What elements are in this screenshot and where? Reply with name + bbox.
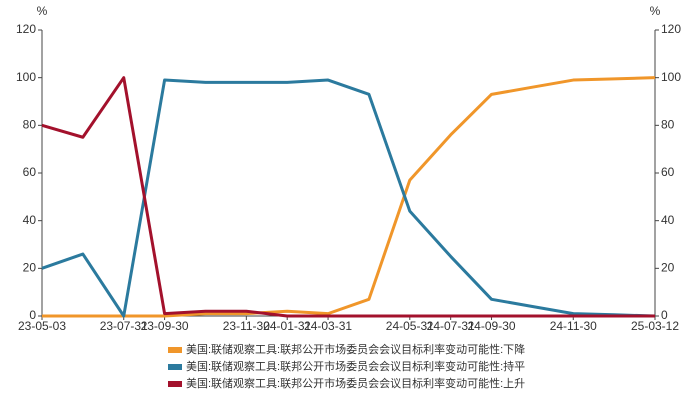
y-tick-label: 40 <box>23 213 37 227</box>
x-tick-label: 23-05-03 <box>18 319 66 333</box>
y-tick-label: 20 <box>23 261 37 275</box>
x-tick-label: 25-03-12 <box>631 319 679 333</box>
series-line <box>41 76 655 318</box>
y2-tick-label: 20 <box>661 261 675 275</box>
y2-tick-label: 60 <box>661 165 675 179</box>
y-unit: % <box>37 4 48 18</box>
y2-tick-label: 0 <box>661 308 668 322</box>
x-tick-label: 23-09-30 <box>141 319 189 333</box>
y2-unit: % <box>650 4 661 18</box>
y-tick-label: 120 <box>16 22 36 36</box>
x-tick-label: 24-07-31 <box>427 319 475 333</box>
x-tick-label: 24-11-30 <box>550 319 597 333</box>
legend-swatch <box>168 364 182 370</box>
series-line <box>41 78 656 318</box>
series-line <box>42 76 656 318</box>
y2-tick-label: 40 <box>661 213 675 227</box>
legend: 美国:联储观察工具:联邦公开市场委员会会议目标利率变动可能性:下降美国:联储观察… <box>168 342 525 390</box>
y2-tick-label: 100 <box>661 70 681 84</box>
y2-tick-label: 80 <box>661 118 675 132</box>
x-tick-label: 24-05-31 <box>386 319 434 333</box>
legend-label: 美国:联储观察工具:联邦公开市场委员会会议目标利率变动可能性:持平 <box>186 359 525 373</box>
y2-tick-label: 120 <box>661 22 681 36</box>
legend-swatch <box>168 381 182 387</box>
x-tick-label: 23-11-30 <box>223 319 270 333</box>
y-tick-label: 60 <box>23 165 37 179</box>
y-tick-label: 0 <box>29 308 36 322</box>
legend-label: 美国:联储观察工具:联邦公开市场委员会会议目标利率变动可能性:上升 <box>186 376 525 390</box>
x-tick-label: 24-01-31 <box>263 319 311 333</box>
x-tick-label: 24-03-31 <box>304 319 352 333</box>
legend-label: 美国:联储观察工具:联邦公开市场委员会会议目标利率变动可能性:下降 <box>186 342 525 356</box>
y-tick-label: 80 <box>23 118 37 132</box>
y-tick-label: 100 <box>16 70 36 84</box>
legend-swatch <box>168 347 182 353</box>
x-tick-label: 24-09-30 <box>468 319 516 333</box>
x-tick-label: 23-07-31 <box>100 319 148 333</box>
